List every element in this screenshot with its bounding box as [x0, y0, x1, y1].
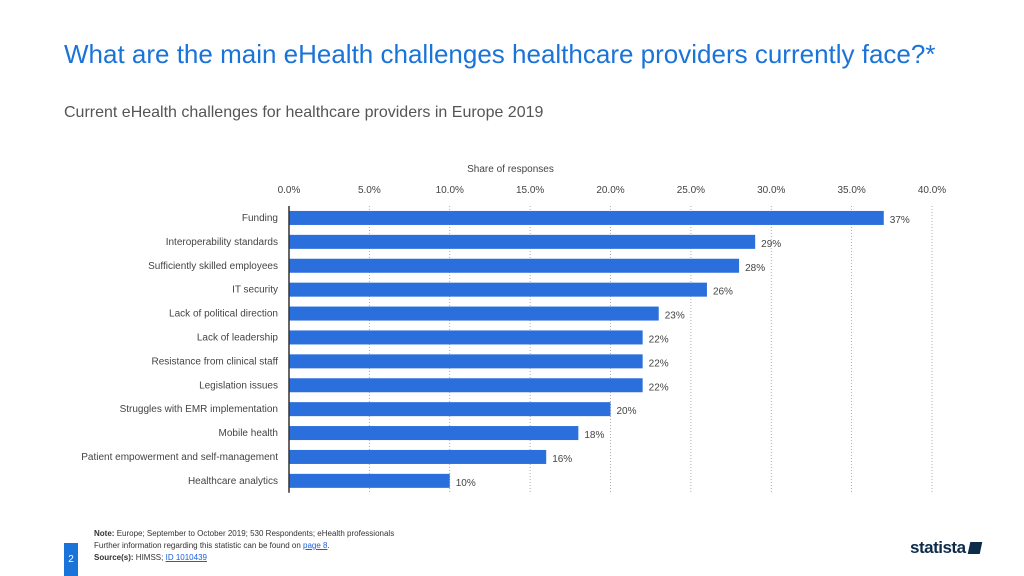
category-label: Healthcare analytics [188, 476, 278, 487]
category-label: Mobile health [219, 428, 278, 439]
logo-text: statista [910, 538, 966, 557]
note-text: Europe; September to October 2019; 530 R… [116, 529, 395, 538]
data-label: 10% [456, 478, 476, 489]
category-label: Lack of leadership [197, 332, 279, 343]
page-number: 2 [64, 543, 78, 576]
bar [289, 258, 740, 273]
category-label: Struggles with EMR implementation [120, 404, 278, 415]
source-text: HIMSS; [135, 553, 164, 562]
x-tick-label: 15.0% [516, 185, 544, 196]
category-label: Interoperability standards [166, 237, 278, 248]
data-label: 26% [713, 287, 733, 298]
category-label: Legislation issues [199, 380, 278, 391]
x-tick-label: 5.0% [358, 185, 381, 196]
bar [289, 354, 643, 369]
footer: Note: Europe; September to October 2019;… [94, 528, 394, 564]
info-page-link[interactable]: page 8 [303, 541, 328, 550]
data-label: 16% [552, 454, 572, 465]
info-text: Further information regarding this stati… [94, 541, 301, 550]
category-label: IT security [232, 285, 278, 296]
x-tick-label: 30.0% [757, 185, 785, 196]
data-label: 37% [890, 215, 910, 226]
data-label: 22% [649, 334, 669, 345]
x-tick-label: 0.0% [278, 185, 301, 196]
source-label: Source(s): [94, 553, 134, 562]
category-label: Sufficiently skilled employees [148, 261, 278, 272]
bar [289, 378, 643, 393]
data-label: 18% [584, 430, 604, 441]
bar [289, 306, 659, 321]
bar [289, 282, 707, 297]
bar [289, 473, 450, 488]
x-axis-title: Share of responses [467, 164, 554, 175]
bar-chart: Share of responses 0.0% 5.0% 10.0% 15.0% 20.0… [81, 164, 946, 493]
info-line: Further information regarding this stati… [94, 541, 330, 550]
category-label: Patient empowerment and self-management [81, 452, 278, 463]
data-label: 22% [649, 358, 669, 369]
page-subtitle: Current eHealth challenges for healthcar… [64, 104, 544, 121]
bar [289, 426, 579, 441]
x-tick-label: 10.0% [436, 185, 464, 196]
page-title: What are the main eHealth challenges hea… [64, 39, 936, 69]
category-label: Lack of political direction [169, 309, 278, 320]
category-label: Resistance from clinical staff [151, 356, 278, 367]
logo-mark-icon [967, 542, 982, 554]
source-line: Source(s): HIMSS; ID 1010439 [94, 552, 394, 564]
note: Note: Europe; September to October 2019;… [94, 528, 394, 540]
x-tick-label: 35.0% [837, 185, 865, 196]
data-label: 22% [649, 382, 669, 393]
bar [289, 210, 884, 225]
data-label: 28% [745, 263, 765, 274]
data-label: 29% [761, 239, 781, 250]
category-label: Funding [242, 213, 278, 224]
data-label: 23% [665, 311, 685, 322]
x-tick-label: 20.0% [596, 185, 624, 196]
x-tick-label: 25.0% [677, 185, 705, 196]
statista-logo[interactable]: statista [910, 538, 982, 558]
data-label: 20% [617, 406, 637, 417]
source-id-link[interactable]: ID 1010439 [165, 553, 207, 562]
bar [289, 330, 643, 345]
bar [289, 449, 547, 464]
bar [289, 234, 756, 249]
note-label: Note: [94, 529, 115, 538]
bar [289, 402, 611, 417]
x-tick-label: 40.0% [918, 185, 946, 196]
